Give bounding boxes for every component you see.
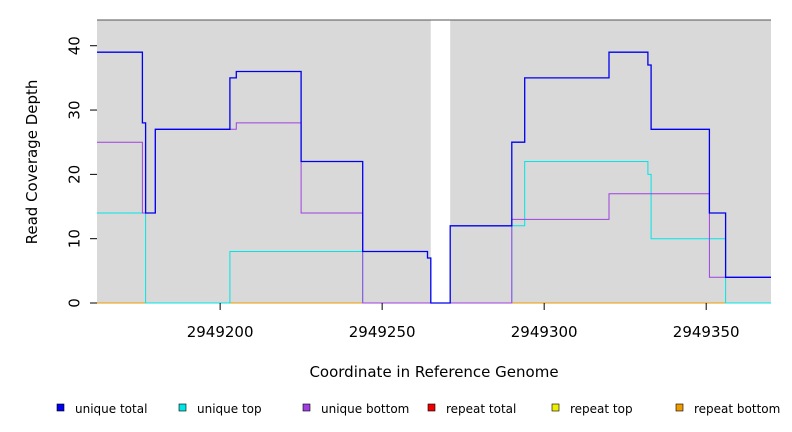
legend-label: repeat top [570, 402, 633, 416]
y-tick-label: 20 [65, 165, 83, 184]
series-unique-top [97, 161, 771, 304]
legend-swatch-repeat-bottom [675, 403, 684, 412]
legend-label: repeat total [446, 402, 516, 416]
legend-item: unique total [56, 402, 147, 416]
legend-swatch-unique-top [178, 403, 187, 412]
legend-swatch-repeat-total [427, 403, 436, 412]
series-layer [97, 51, 771, 304]
legend-item: unique top [178, 402, 262, 416]
plot-area [97, 19, 771, 303]
legend-label: unique bottom [321, 402, 409, 416]
axes: 0 10 20 30 40 2949200 2949250 2949300 2949350 [65, 36, 739, 341]
legend-label: repeat bottom [694, 402, 780, 416]
y-tick-label: 40 [65, 36, 83, 55]
y-tick-label: 10 [65, 229, 83, 248]
x-tick-label: 2949350 [673, 323, 740, 341]
legend: unique total unique top unique bottom repea… [56, 402, 780, 416]
series-unique-total [97, 51, 771, 304]
y-tick-label: 0 [65, 298, 83, 308]
legend-swatch-unique-bottom [302, 403, 311, 412]
x-tick-label: 2949300 [511, 323, 578, 341]
plot-panel-left [97, 20, 431, 303]
legend-item: repeat total [427, 402, 516, 416]
y-tick-label: 30 [65, 100, 83, 119]
legend-item: repeat top [551, 402, 633, 416]
legend-item: unique bottom [302, 402, 409, 416]
legend-item: repeat bottom [675, 402, 780, 416]
legend-swatch-unique-total [56, 403, 65, 412]
x-axis-title: Coordinate in Reference Genome [309, 363, 558, 381]
x-tick-label: 2949250 [349, 323, 416, 341]
legend-label: unique total [75, 402, 147, 416]
x-tick-label: 2949200 [187, 323, 254, 341]
y-axis-title: Read Coverage Depth [23, 80, 41, 245]
legend-label: unique top [197, 402, 262, 416]
legend-swatch-repeat-top [551, 403, 560, 412]
